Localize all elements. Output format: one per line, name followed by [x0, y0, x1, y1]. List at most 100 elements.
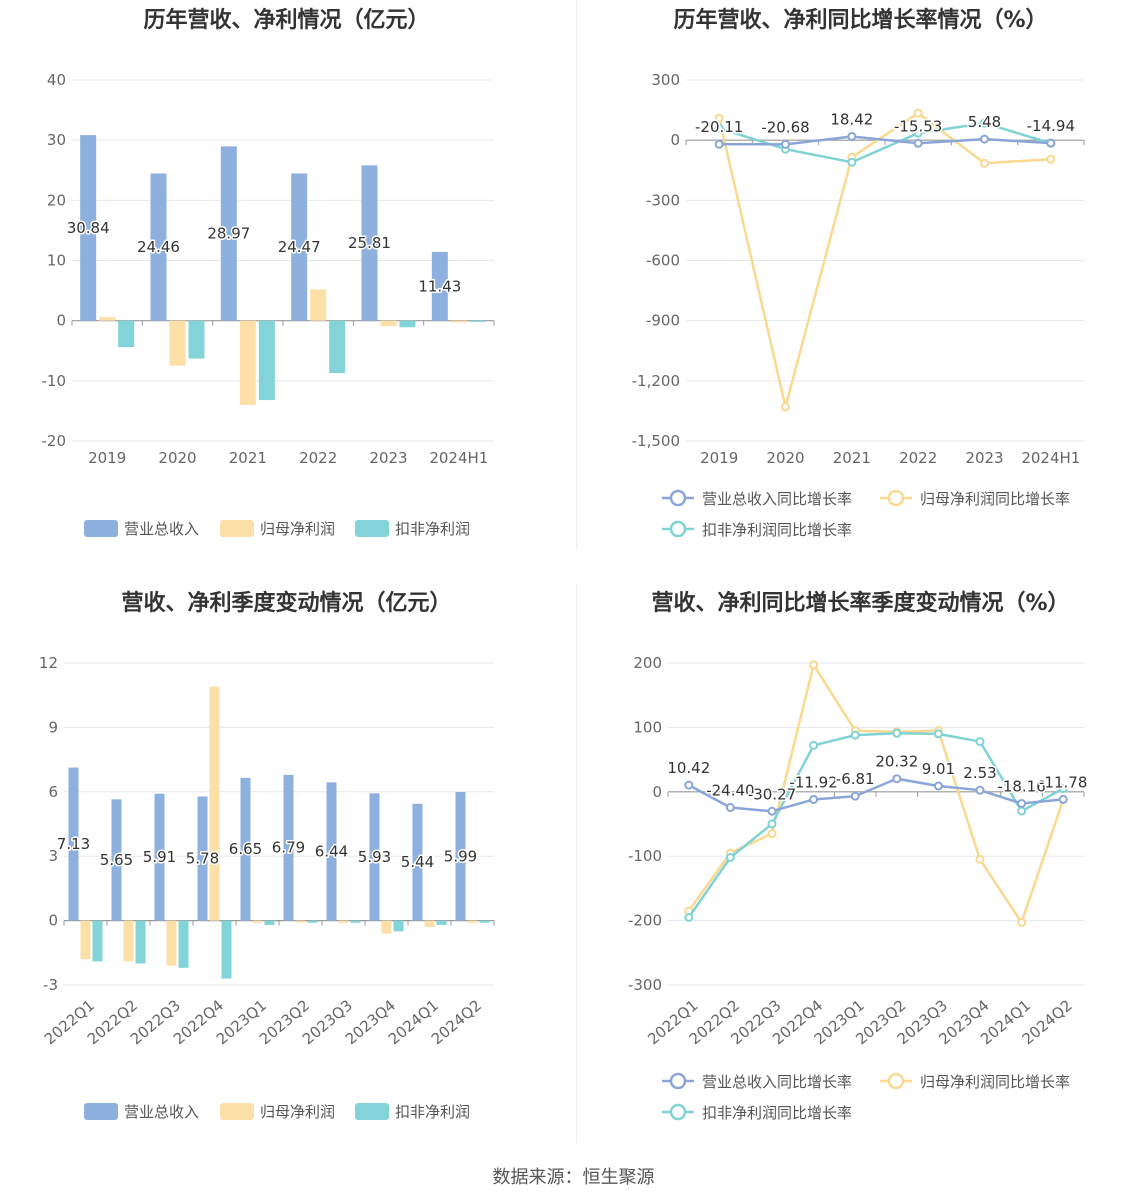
legend-swatch: [84, 1103, 118, 1120]
bar: [431, 251, 448, 321]
data-point: [767, 806, 777, 816]
data-label: 2.53: [963, 764, 996, 782]
data-point: [714, 139, 724, 149]
data-label: -18.16: [997, 777, 1045, 795]
data-label: -11.92: [789, 773, 837, 791]
chart-title: 营收、净利季度变动情况（亿元）: [121, 591, 452, 616]
data-label: 5.78: [186, 850, 219, 868]
bar: [118, 320, 135, 348]
bar: [80, 135, 97, 321]
series-line: [687, 661, 1065, 926]
y-tick-label: -1,200: [632, 372, 680, 390]
data-point: [781, 402, 790, 412]
quarterly-bar-chart-panel: 营收、净利季度变动情况（亿元） 12 9 6 3 0 -3 2022Q1 2022Q2 2022…: [0, 583, 573, 1163]
legend-label: 营业总收入同比增长率: [702, 1073, 852, 1091]
bar: [68, 767, 79, 921]
bar: [111, 799, 122, 921]
y-tick-label: -10: [42, 372, 67, 390]
bar: [467, 920, 478, 923]
data-label: 24.47: [278, 238, 321, 256]
bar: [291, 173, 308, 321]
data-label: -30.27: [748, 785, 796, 803]
bar: [258, 320, 275, 401]
bar: [329, 320, 346, 374]
y-tick-label: -200: [628, 912, 662, 930]
y-tick-label: 3: [48, 847, 58, 865]
bar: [479, 920, 490, 923]
x-tick-label: 2022: [899, 449, 937, 467]
y-tick-label: 6: [48, 783, 58, 801]
y-tick-label: 40: [47, 71, 66, 89]
data-point: [1058, 784, 1068, 794]
data-point: [975, 785, 985, 795]
legend-label: 归母净利润同比增长率: [920, 490, 1070, 508]
y-tick-label: 200: [633, 654, 662, 672]
data-label: -20.11: [695, 118, 743, 136]
x-tick-label: 2022: [299, 449, 337, 467]
data-point: [980, 158, 989, 168]
data-label: 5.93: [358, 848, 391, 866]
data-point: [767, 819, 777, 829]
data-point: [975, 854, 985, 864]
bar: [399, 320, 416, 328]
legend-label: 营业总收入: [124, 520, 199, 538]
bar: [436, 920, 447, 925]
y-tick-label: 0: [670, 131, 680, 149]
legend-label: 扣非净利润: [395, 1103, 470, 1121]
data-point: [1017, 806, 1027, 816]
data-point: [847, 131, 857, 141]
data-point: [850, 730, 860, 740]
series-line: [719, 135, 1051, 146]
bar: [150, 173, 167, 321]
bar: [135, 920, 146, 964]
bar: [295, 920, 306, 923]
x-tick-label: 2023: [965, 449, 1003, 467]
data-label: 24.46: [137, 238, 180, 256]
legend-label: 归母净利润: [260, 1103, 335, 1121]
data-label: 6.79: [272, 839, 305, 857]
data-label: 20.32: [875, 753, 918, 771]
legend-label: 营业总收入: [124, 1103, 199, 1121]
data-label: 30.84: [67, 219, 110, 237]
annual-growth-chart: 300 0 -300 -600 -900 -1,200 -1,500 2019 2020 2021…: [632, 71, 1085, 539]
x-tick-label: 2019: [700, 449, 738, 467]
y-tick-label: 12: [39, 654, 58, 672]
data-point: [1046, 154, 1056, 164]
x-tick-label: 2021: [229, 449, 267, 467]
y-tick-label: 20: [47, 191, 66, 209]
bar: [80, 920, 91, 960]
data-point: [850, 791, 860, 801]
bar: [220, 146, 237, 321]
series-line: [687, 731, 1064, 919]
bar: [92, 920, 103, 962]
y-tick-label: -600: [646, 252, 680, 270]
data-point: [1017, 798, 1027, 808]
data-point: [1058, 794, 1068, 804]
legend-swatch: [84, 520, 118, 537]
legend-swatch: [220, 520, 254, 537]
bar: [381, 920, 392, 934]
bar: [326, 782, 337, 921]
chart-title: 营收、净利同比增长率季度变动情况（%）: [651, 591, 1070, 616]
data-point: [781, 139, 790, 149]
y-tick-label: -20: [42, 432, 67, 450]
bar: [178, 920, 189, 968]
quarterly-growth-chart: 2001000-100-200-3002022Q12022Q22022Q3202…: [628, 654, 1089, 1122]
x-tick-label: 2019: [88, 449, 126, 467]
data-label: 11.43: [418, 277, 461, 295]
bar: [197, 796, 208, 921]
y-tick-label: 9: [48, 718, 58, 736]
x-tick-label: 2024H1: [1021, 449, 1080, 467]
bar: [188, 320, 205, 359]
data-point: [714, 123, 724, 133]
bar: [310, 289, 327, 321]
data-label: -20.68: [761, 118, 809, 136]
data-label: -14.94: [1027, 117, 1075, 135]
data-label: 5.99: [444, 847, 477, 865]
legend-marker: [669, 1103, 687, 1121]
chart-title: 历年营收、净利同比增长率情况（%）: [673, 8, 1048, 33]
data-point: [975, 737, 985, 747]
bar: [412, 803, 423, 921]
data-point: [684, 912, 694, 922]
quarterly-growth-chart-panel: 营收、净利同比增长率季度变动情况（%） 200 100 0 -100 -200 -300 2…: [574, 583, 1147, 1163]
